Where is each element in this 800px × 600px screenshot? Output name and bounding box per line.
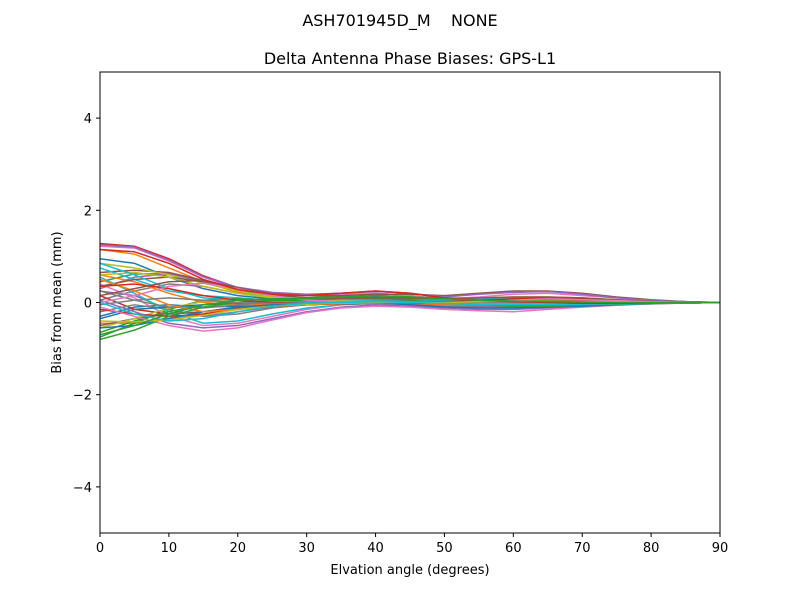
x-axis-label: Elvation angle (degrees) (330, 563, 489, 578)
x-tick-label: 30 (298, 541, 315, 556)
series-line-41 (100, 248, 720, 305)
x-axis: 0 10 20 30 40 50 60 70 80 90 (96, 533, 728, 556)
x-tick-label: 0 (96, 541, 104, 556)
x-tick-label: 80 (643, 541, 660, 556)
chart-title: Delta Antenna Phase Biases: GPS-L1 (264, 49, 556, 68)
x-tick-label: 10 (161, 541, 178, 556)
x-tick-label: 50 (436, 541, 453, 556)
x-tick-label: 70 (574, 541, 591, 556)
y-tick-label: −2 (73, 389, 92, 404)
x-tick-label: 60 (505, 541, 522, 556)
figure-suptitle: ASH701945D_M NONE (302, 11, 497, 31)
x-tick-label: 20 (230, 541, 247, 556)
series-line-36 (100, 279, 720, 304)
series-line-26 (100, 276, 720, 304)
y-tick-label: −4 (73, 481, 92, 496)
x-tick-label: 90 (712, 541, 729, 556)
y-tick-label: 4 (84, 112, 92, 127)
y-axis: −4 −2 0 2 4 (73, 112, 100, 496)
y-tick-label: 2 (84, 204, 92, 219)
y-axis-label: Bias from mean (mm) (50, 231, 65, 373)
y-tick-label: 0 (84, 297, 92, 312)
x-tick-label: 40 (367, 541, 384, 556)
series-layer (100, 242, 720, 341)
series-line-42 (100, 294, 720, 336)
